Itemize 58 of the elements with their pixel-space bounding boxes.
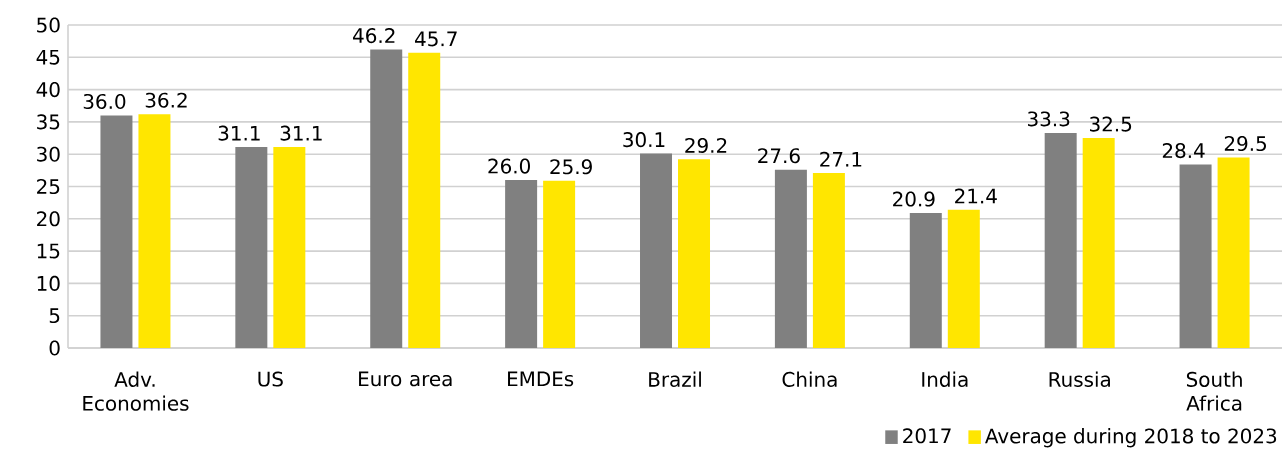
x-tick-label: US xyxy=(258,371,283,387)
data-label: 27.1 xyxy=(820,151,862,167)
bar xyxy=(678,159,711,348)
bar xyxy=(640,153,673,348)
data-label: 36.0 xyxy=(83,93,126,110)
bar xyxy=(1179,164,1212,348)
data-label: 26.0 xyxy=(488,158,530,174)
data-label: 31.1 xyxy=(280,125,322,141)
bar xyxy=(370,49,403,348)
bar xyxy=(774,169,807,348)
data-label: 36.2 xyxy=(145,92,187,108)
bar xyxy=(505,180,538,348)
x-tick-label: China xyxy=(782,371,837,387)
data-label: 31.1 xyxy=(218,125,260,141)
y-tick-label: 5 xyxy=(49,308,60,324)
bar xyxy=(1082,138,1115,348)
data-label: 30.1 xyxy=(623,132,665,148)
data-label: 20.9 xyxy=(893,191,935,207)
bar xyxy=(909,212,942,348)
data-label: 46.2 xyxy=(353,28,395,44)
bar xyxy=(235,147,268,348)
y-tick-label: 40 xyxy=(36,82,60,98)
data-label: 29.2 xyxy=(685,137,727,153)
bar xyxy=(543,180,576,348)
y-tick-label: 15 xyxy=(37,243,60,259)
y-tick-label: 0 xyxy=(49,340,60,356)
y-tick-label: 45 xyxy=(36,49,60,65)
y-tick-label: 20 xyxy=(37,211,60,227)
data-label: 25.9 xyxy=(550,159,592,175)
y-tick-label: 30 xyxy=(37,146,60,162)
x-tick-label: India xyxy=(922,371,968,387)
y-tick-label: 10 xyxy=(37,275,60,291)
data-label: 29.5 xyxy=(1224,135,1266,152)
legend-label: 2017 xyxy=(903,428,951,444)
data-label: 32.5 xyxy=(1090,116,1132,132)
x-tick-label: Adv. Economies xyxy=(83,371,189,411)
x-tick-label: EMDEs xyxy=(508,371,574,387)
x-tick-label: South Africa xyxy=(1186,371,1242,411)
bar xyxy=(408,52,441,348)
data-label: 33.3 xyxy=(1028,111,1070,127)
data-label: 28.4 xyxy=(1162,143,1205,159)
bar xyxy=(812,172,845,348)
y-tick-label: 25 xyxy=(37,178,60,195)
y-tick-label: 50 xyxy=(37,17,60,33)
x-tick-label: Russia xyxy=(1049,371,1110,387)
bar xyxy=(100,115,133,348)
data-label: 21.4 xyxy=(955,188,997,204)
bar xyxy=(1044,132,1077,348)
bar xyxy=(1217,157,1250,348)
bar xyxy=(273,147,306,348)
data-label: 45.7 xyxy=(415,31,457,47)
data-label: 27.6 xyxy=(758,148,800,164)
legend-label: Average during 2018 to 2023 xyxy=(985,428,1277,448)
y-tick-label: 35 xyxy=(37,114,60,130)
bar xyxy=(947,209,980,348)
x-tick-label: Brazil xyxy=(649,371,701,387)
bar xyxy=(138,114,171,348)
x-tick-label: Euro area xyxy=(359,371,452,387)
